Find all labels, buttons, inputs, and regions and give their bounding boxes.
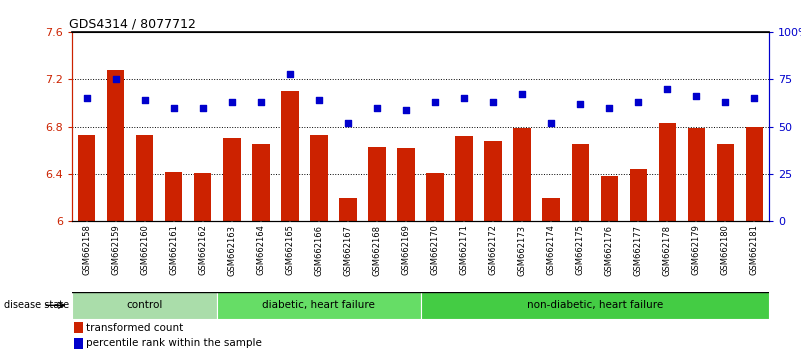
Point: [574, 101, 586, 107]
Bar: [542, 198, 560, 221]
Text: diabetic, heart failure: diabetic, heart failure: [263, 300, 376, 310]
Point: [632, 99, 645, 105]
Bar: [717, 144, 734, 221]
Bar: [74, 322, 83, 333]
Text: GSM662159: GSM662159: [111, 225, 120, 275]
Text: GSM662172: GSM662172: [489, 225, 497, 275]
Text: control: control: [127, 300, 163, 310]
Bar: [107, 70, 124, 221]
Text: GSM662161: GSM662161: [169, 225, 178, 275]
Point: [312, 97, 325, 103]
Text: GSM662166: GSM662166: [315, 225, 324, 276]
Bar: [165, 172, 183, 221]
Point: [196, 105, 209, 110]
Bar: [223, 138, 240, 221]
Point: [748, 95, 761, 101]
Bar: [485, 141, 501, 221]
Bar: [630, 169, 647, 221]
Text: GSM662170: GSM662170: [431, 225, 440, 275]
Text: GSM662168: GSM662168: [372, 225, 381, 276]
Text: GSM662178: GSM662178: [663, 225, 672, 276]
Point: [457, 95, 470, 101]
Point: [109, 76, 122, 82]
Point: [167, 105, 180, 110]
Point: [719, 99, 732, 105]
Text: GSM662167: GSM662167: [344, 225, 352, 276]
Point: [429, 99, 441, 105]
Text: non-diabetic, heart failure: non-diabetic, heart failure: [526, 300, 663, 310]
Text: GSM662179: GSM662179: [692, 225, 701, 275]
Bar: [426, 173, 444, 221]
Text: GSM662175: GSM662175: [576, 225, 585, 275]
Point: [487, 99, 500, 105]
Text: GSM662158: GSM662158: [83, 225, 91, 275]
Bar: [513, 128, 531, 221]
Text: disease state: disease state: [4, 300, 69, 310]
Text: GSM662173: GSM662173: [517, 225, 526, 276]
Text: GSM662169: GSM662169: [401, 225, 410, 275]
Bar: [746, 127, 763, 221]
Text: GSM662164: GSM662164: [256, 225, 265, 275]
Point: [661, 86, 674, 92]
Bar: [421, 292, 769, 319]
Bar: [74, 338, 83, 349]
Point: [690, 93, 702, 99]
Bar: [339, 198, 356, 221]
Text: GDS4314 / 8077712: GDS4314 / 8077712: [69, 18, 195, 31]
Bar: [217, 292, 421, 319]
Text: percentile rank within the sample: percentile rank within the sample: [86, 338, 262, 348]
Point: [255, 99, 268, 105]
Bar: [72, 292, 217, 319]
Bar: [252, 144, 269, 221]
Point: [225, 99, 238, 105]
Text: GSM662163: GSM662163: [227, 225, 236, 276]
Text: GSM662162: GSM662162: [199, 225, 207, 275]
Text: GSM662165: GSM662165: [285, 225, 294, 275]
Point: [139, 97, 151, 103]
Bar: [194, 173, 211, 221]
Text: GSM662180: GSM662180: [721, 225, 730, 275]
Text: GSM662171: GSM662171: [460, 225, 469, 275]
Bar: [136, 135, 153, 221]
Point: [284, 71, 296, 76]
Point: [371, 105, 384, 110]
Text: GSM662181: GSM662181: [750, 225, 759, 275]
Bar: [658, 123, 676, 221]
Bar: [455, 136, 473, 221]
Text: GSM662174: GSM662174: [547, 225, 556, 275]
Text: GSM662176: GSM662176: [605, 225, 614, 276]
Bar: [368, 147, 385, 221]
Point: [400, 107, 413, 112]
Point: [341, 120, 354, 126]
Text: GSM662177: GSM662177: [634, 225, 642, 276]
Bar: [601, 176, 618, 221]
Bar: [78, 135, 95, 221]
Bar: [687, 128, 705, 221]
Point: [603, 105, 616, 110]
Bar: [310, 135, 328, 221]
Bar: [397, 148, 415, 221]
Text: GSM662160: GSM662160: [140, 225, 149, 275]
Bar: [571, 144, 589, 221]
Bar: [281, 91, 299, 221]
Text: transformed count: transformed count: [86, 322, 183, 332]
Point: [80, 95, 93, 101]
Point: [545, 120, 557, 126]
Point: [516, 92, 529, 97]
